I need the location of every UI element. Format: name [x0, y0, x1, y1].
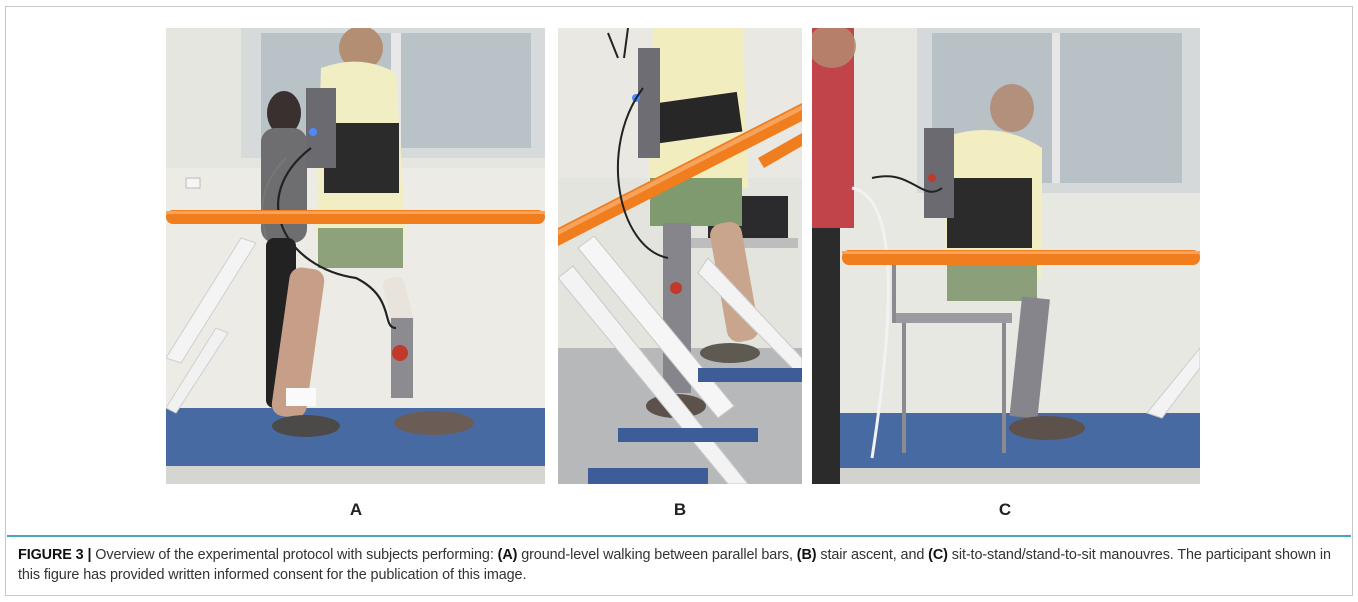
- panel-label-a: A: [349, 500, 363, 519]
- photo-panel-b: [558, 28, 802, 484]
- caption-figure-id: FIGURE 3 |: [18, 547, 92, 563]
- panel-label-b: B: [673, 500, 687, 519]
- panel-label-c: C: [998, 500, 1012, 519]
- caption-text-a: ground-level walking between parallel ba…: [517, 547, 797, 563]
- figure-caption: FIGURE 3 | Overview of the experimental …: [7, 535, 1351, 593]
- caption-text-c: sit-to-stand/stand-to-sit manouvres. The…: [18, 547, 1331, 583]
- photo-stair-ascent: [558, 28, 802, 484]
- caption-tag-a: (A): [497, 547, 518, 563]
- photo-panel-c: [812, 28, 1200, 484]
- caption-tag-b: (B): [796, 547, 817, 563]
- caption-text-b: stair ascent, and: [816, 547, 929, 563]
- figure-frame: [5, 6, 1353, 596]
- caption-tag-c: (C): [928, 547, 948, 563]
- caption-intro: Overview of the experimental protocol wi…: [91, 547, 498, 563]
- photo-panel-a: [166, 28, 545, 484]
- photo-sit-to-stand: [812, 28, 1200, 484]
- photo-ground-walking: [166, 28, 545, 484]
